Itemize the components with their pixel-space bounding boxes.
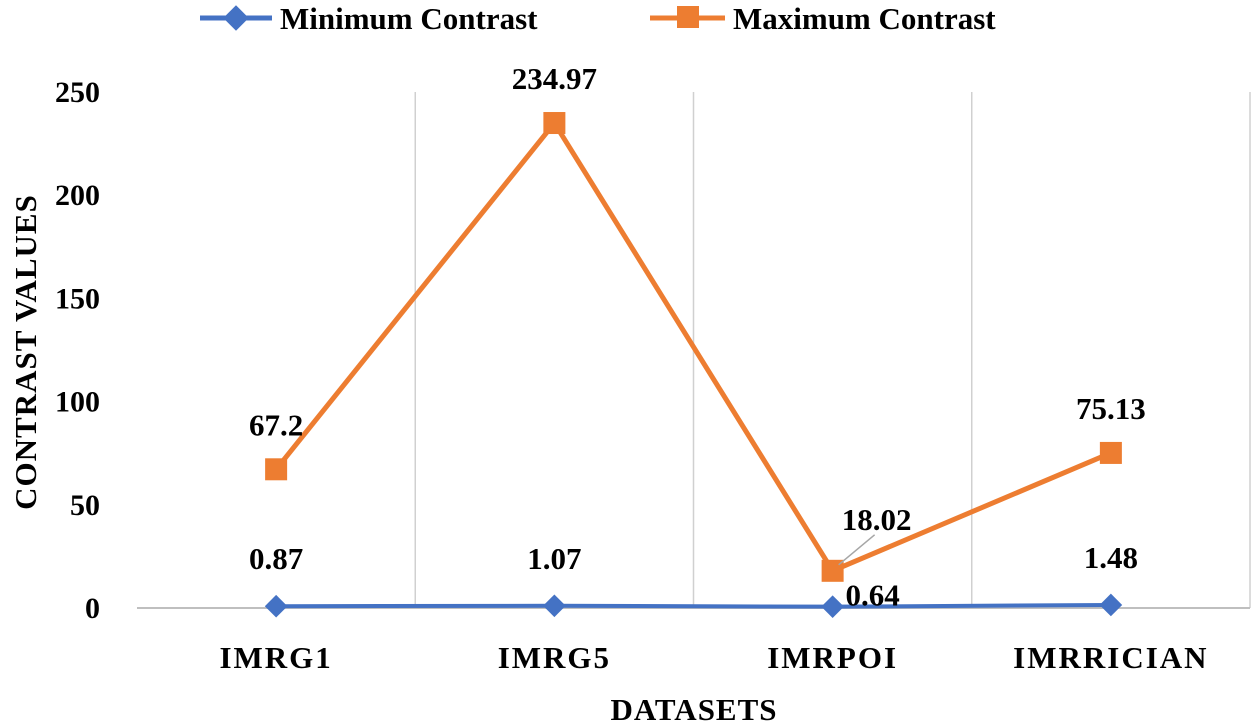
data-point bbox=[1099, 593, 1123, 617]
data-label: 234.97 bbox=[512, 61, 597, 96]
x-tick-label: IMRG5 bbox=[498, 640, 611, 675]
data-point bbox=[264, 594, 288, 618]
y-tick-label: 200 bbox=[55, 179, 100, 212]
data-label: 0.87 bbox=[249, 541, 303, 576]
data-label: 1.48 bbox=[1084, 540, 1138, 575]
leader-line bbox=[838, 534, 876, 566]
series-line bbox=[274, 120, 1112, 574]
data-point bbox=[543, 112, 566, 135]
series-line bbox=[276, 602, 1111, 609]
y-tick-label: 50 bbox=[70, 489, 100, 522]
data-labels: 0.87 1.07 0.64 1.48 67.2 234.97 18.02 75.13 bbox=[249, 61, 1146, 613]
y-tick-label: 0 bbox=[85, 592, 100, 625]
data-label: 67.2 bbox=[249, 407, 303, 442]
data-label: 1.07 bbox=[527, 541, 581, 576]
y-tick-label: 250 bbox=[55, 76, 100, 109]
legend-label-minimum: Minimum Contrast bbox=[280, 1, 538, 36]
y-tick-label: 100 bbox=[55, 386, 100, 419]
legend-marker-minimum bbox=[223, 5, 249, 31]
data-point bbox=[543, 594, 566, 618]
data-point bbox=[265, 458, 288, 481]
data-point bbox=[1099, 441, 1122, 464]
data-point bbox=[821, 559, 844, 582]
legend: Minimum Contrast Maximum Contrast bbox=[200, 1, 996, 36]
axes: 0 50 100 150 200 250 IMRG1 IMRG5 IMRPOI IMRRICIAN bbox=[55, 76, 1250, 675]
legend-marker-maximum bbox=[677, 6, 699, 28]
y-tick-label: 150 bbox=[55, 282, 100, 315]
x-tick-label: IMRRICIAN bbox=[1013, 640, 1208, 675]
x-axis-title: DATASETS bbox=[610, 692, 777, 726]
data-label: 0.64 bbox=[846, 578, 900, 613]
data-label: 18.02 bbox=[842, 502, 912, 537]
y-axis-title: CONTRAST VALUES bbox=[8, 194, 43, 510]
data-point bbox=[821, 595, 844, 618]
legend-label-maximum: Maximum Contrast bbox=[733, 1, 996, 36]
grid bbox=[414, 92, 1251, 608]
data-label: 75.13 bbox=[1076, 391, 1146, 426]
x-tick-label: IMRG1 bbox=[219, 640, 332, 675]
x-tick-label: IMRPOI bbox=[767, 640, 898, 675]
series bbox=[264, 112, 1123, 618]
